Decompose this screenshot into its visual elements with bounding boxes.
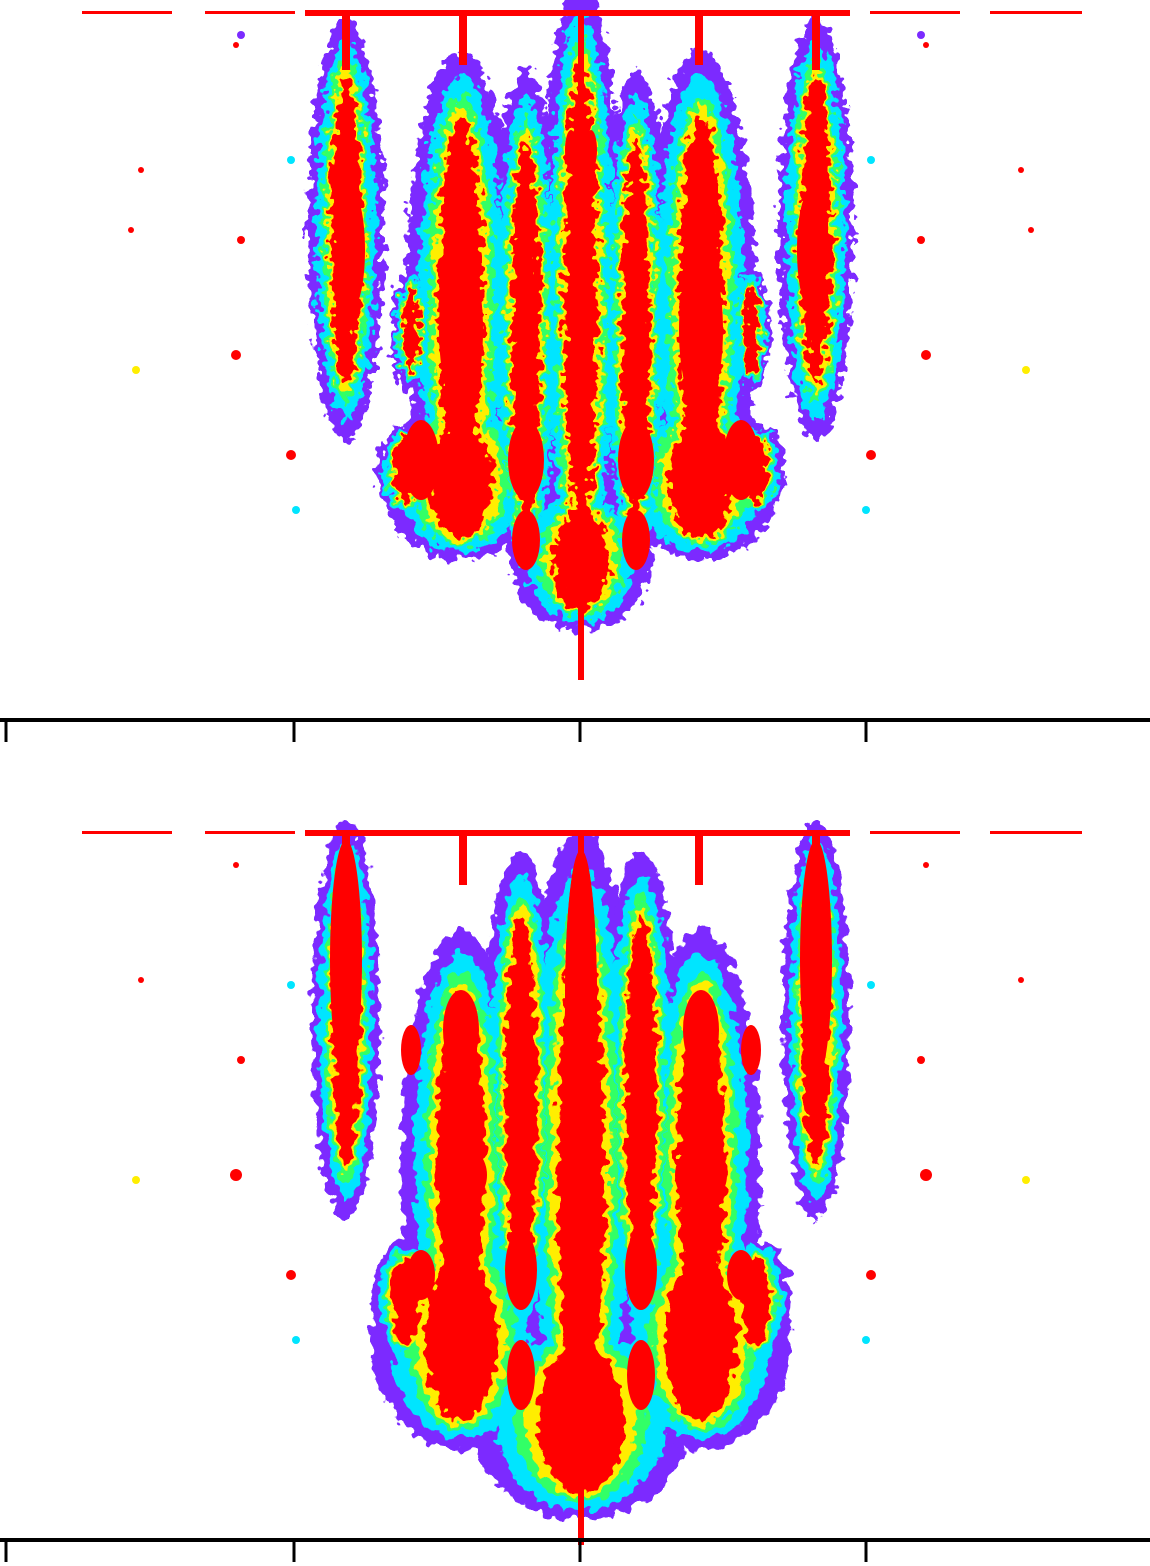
top-panel-hotspot-0-0 [439, 250, 483, 410]
top-panel-speck-9-0 [233, 42, 239, 48]
top-panel-speck-5-1 [1018, 167, 1024, 173]
bottom-panel-top-stub-3 [695, 830, 703, 885]
bottom-panel-speck-7-0 [233, 862, 239, 868]
bottom-panel-speck-1-1 [917, 1056, 925, 1064]
bottom-panel-speck-5-0 [138, 977, 144, 983]
top-panel-speck-9-1 [923, 42, 929, 48]
bottom-panel-hotspot-1-1 [683, 990, 719, 1070]
top-panel-top-stub-0 [342, 10, 350, 70]
top-panel-top-band-far-left [82, 11, 172, 14]
top-panel-hotspot-1-1 [618, 420, 654, 500]
top-panel-hotspot-1-0 [508, 420, 544, 500]
bottom-panel-speck-4-1 [862, 1336, 870, 1344]
bottom-panel-hotspot-1-0 [443, 990, 479, 1070]
top-panel-hotspot-4-1 [691, 170, 711, 230]
bottom-panel-hotspot-0-1 [565, 850, 597, 1150]
top-panel-center-spine [578, 10, 584, 680]
top-panel-hotspot-6-1 [585, 130, 597, 170]
top-panel-speck-7-0 [132, 366, 140, 374]
top-panel-speck-7-1 [1022, 366, 1030, 374]
top-panel-speck-4-1 [862, 506, 870, 514]
bottom-panel-top-band-far-right [990, 831, 1082, 834]
top-panel-hotspot-2-0 [403, 420, 439, 500]
bottom-panel-speck-0-0 [287, 981, 295, 989]
bottom-panel-speck-5-1 [1018, 977, 1024, 983]
top-panel-speck-3-0 [286, 450, 296, 460]
top-panel-speck-4-0 [292, 506, 300, 514]
bottom-panel-speck-2-1 [920, 1169, 932, 1181]
bottom-panel-speck-4-0 [292, 1336, 300, 1344]
top-panel-top-band [305, 10, 850, 16]
top-panel-speck-3-1 [866, 450, 876, 460]
bottom-panel-hotspot-2-0 [435, 1145, 487, 1205]
bottom-panel-speck-2-0 [230, 1169, 242, 1181]
top-panel-blob-4-6-1 [669, 421, 733, 539]
bottom-panel-top-band [305, 830, 850, 836]
bottom-panel-speck-0-1 [867, 981, 875, 989]
bottom-panel-top-stub-2 [459, 830, 467, 885]
bottom-panel-speck-3-1 [866, 1270, 876, 1280]
bottom-panel-center-spine [578, 830, 584, 1545]
top-panel-top-band-far-right [990, 11, 1082, 14]
bottom-panel-hotspot-7-1 [741, 1025, 761, 1075]
bottom-panel-hotspot-6-0 [330, 840, 362, 1080]
top-panel-hotspot-5-1 [797, 190, 825, 310]
top-panel-speck-1-1 [917, 236, 925, 244]
top-panel-speck-2-0 [231, 350, 241, 360]
top-panel-blob-4-5-0 [403, 286, 419, 374]
top-panel-hotspot-3-1 [622, 510, 650, 570]
top-panel-hotspot-0-1 [679, 250, 723, 410]
bottom-panel-hotspot-3-0 [505, 1230, 537, 1310]
top-panel-speck-6-1 [1028, 227, 1034, 233]
bottom-panel-speck-6-1 [1022, 1176, 1030, 1184]
top-panel-blob-4-6-0 [429, 421, 493, 539]
bottom-panel-hotspot-7-0 [401, 1025, 421, 1075]
top-panel-speck-0-0 [287, 156, 295, 164]
bottom-panel-top-stub-1 [812, 830, 820, 890]
bottom-panel-hotspot-2-1 [675, 1145, 727, 1205]
top-panel-top-band-left [205, 11, 295, 14]
top-panel-speck-8-1 [917, 31, 925, 39]
bottom-panel-hotspot-4-0 [507, 1340, 535, 1410]
top-panel-hotspot-2-1 [723, 420, 759, 500]
bottom-panel-hotspot-3-1 [625, 1230, 657, 1310]
top-panel-hotspot-4-0 [451, 170, 471, 230]
top-panel-top-band-right [870, 11, 960, 14]
bottom-panel-blob-4-6-0 [425, 1259, 497, 1421]
top-panel-blob-4-5-1 [743, 286, 759, 374]
top-panel-hotspot-5-0 [337, 190, 365, 310]
bottom-panel-top-stub-0 [342, 830, 350, 890]
top-panel-speck-8-0 [237, 31, 245, 39]
bottom-panel-top-band-left [205, 831, 295, 834]
top-panel-hotspot-3-0 [512, 510, 540, 570]
top-panel-speck-2-1 [921, 350, 931, 360]
bottom-panel-hotspot-5-0 [407, 1250, 435, 1300]
bottom-panel-hotspot-4-1 [627, 1340, 655, 1410]
bottom-panel-top-band-far-left [82, 831, 172, 834]
bottom-panel-speck-7-1 [923, 862, 929, 868]
top-panel-hotspot-6-0 [565, 130, 577, 170]
top-panel-top-stub-3 [695, 10, 703, 65]
top-panel-speck-0-1 [867, 156, 875, 164]
top-panel-top-stub-1 [812, 10, 820, 70]
bottom-panel-speck-3-0 [286, 1270, 296, 1280]
bottom-panel-hotspot-6-1 [800, 840, 832, 1080]
top-panel-speck-6-0 [128, 227, 134, 233]
top-panel-speck-1-0 [237, 236, 245, 244]
bottom-panel-blob-4-4-0 [505, 917, 537, 1283]
bottom-panel-blob-4-6-1 [665, 1259, 737, 1421]
top-panel-speck-5-0 [138, 167, 144, 173]
bottom-panel-top-band-right [870, 831, 960, 834]
bottom-panel-speck-1-0 [237, 1056, 245, 1064]
bottom-panel-hotspot-5-1 [727, 1250, 755, 1300]
bottom-panel-blob-4-4-1 [625, 917, 657, 1283]
bottom-panel-speck-6-0 [132, 1176, 140, 1184]
top-panel-top-stub-2 [459, 10, 467, 65]
